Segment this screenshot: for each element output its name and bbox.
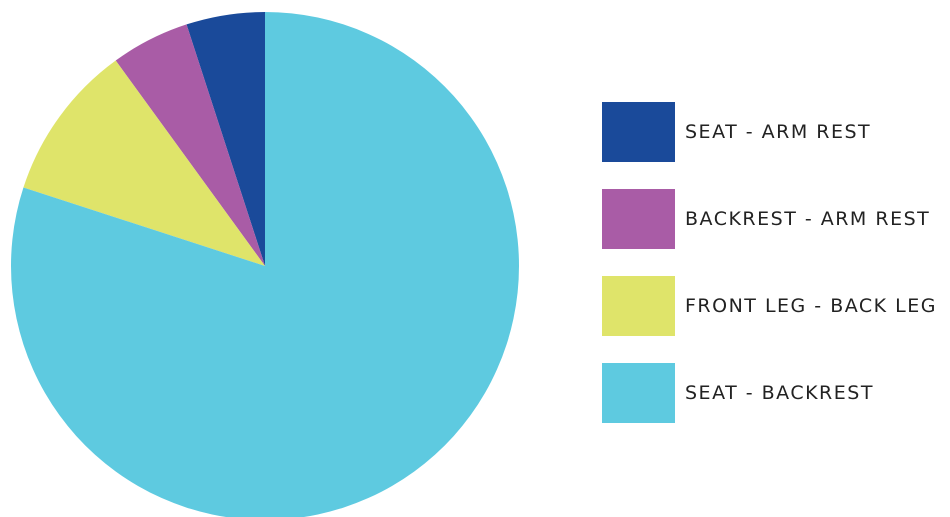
pie-slices (10, 12, 519, 517)
legend-swatch (602, 363, 675, 423)
legend-item-seat-arm-rest: SEAT - ARM REST (602, 102, 947, 162)
legend-item-backrest-arm-rest: BACKREST - ARM REST (602, 189, 947, 249)
legend-item-front-leg-back-leg: FRONT LEG - BACK LEG (602, 276, 947, 336)
pie-slice-front-leg-back-leg (23, 60, 266, 267)
legend-swatch (602, 189, 675, 249)
legend-swatch (602, 102, 675, 162)
legend-label: SEAT - ARM REST (685, 121, 872, 143)
pie-plot-area (10, 12, 519, 517)
legend-label: SEAT - BACKREST (685, 382, 874, 404)
pie-slice-seat-backrest (10, 12, 519, 517)
legend: SEAT - ARM REST BACKREST - ARM REST FRON… (602, 102, 947, 450)
legend-label: BACKREST - ARM REST (685, 208, 931, 230)
legend-label: FRONT LEG - BACK LEG (685, 295, 937, 317)
legend-item-seat-backrest: SEAT - BACKREST (602, 363, 947, 423)
pie-slice-backrest-arm-rest (115, 24, 265, 267)
pie-slice-seat-arm-rest (186, 12, 265, 266)
legend-swatch (602, 276, 675, 336)
